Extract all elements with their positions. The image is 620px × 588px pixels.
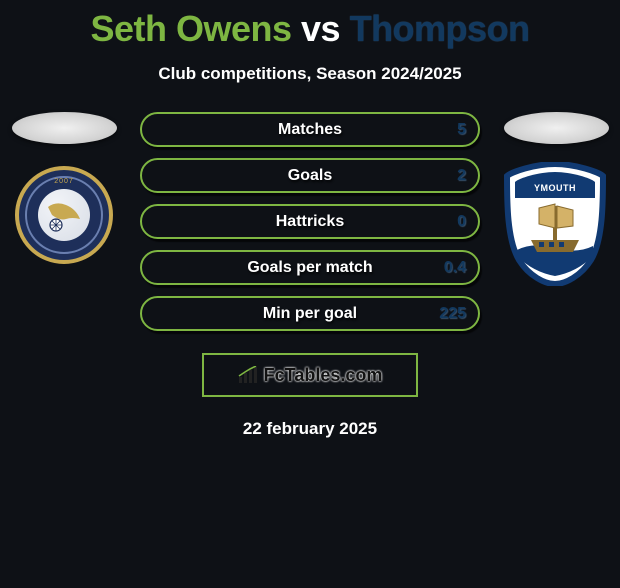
subtitle: Club competitions, Season 2024/2025 bbox=[0, 64, 620, 84]
fctables-logo-box[interactable]: FcTables.com bbox=[202, 353, 418, 397]
bar-chart-icon bbox=[238, 366, 258, 384]
stat-value-right: 0 bbox=[457, 213, 466, 231]
stat-label: Min per goal bbox=[263, 305, 357, 323]
logo-text: FcTables.com bbox=[264, 365, 383, 386]
stat-value-right: 5 bbox=[457, 121, 466, 139]
stat-row-goals: Goals 2 bbox=[140, 158, 480, 193]
stat-row-mpg: Min per goal 225 bbox=[140, 296, 480, 331]
vs-text: vs bbox=[301, 8, 340, 49]
snapshot-date: 22 february 2025 bbox=[0, 419, 620, 439]
stat-row-gpm: Goals per match 0.4 bbox=[140, 250, 480, 285]
svg-text:YMOUTH: YMOUTH bbox=[534, 183, 576, 193]
player1-name: Seth Owens bbox=[90, 8, 291, 49]
left-column: 2007 bbox=[4, 112, 124, 331]
crest-year: 2007 bbox=[54, 178, 74, 185]
stat-label: Matches bbox=[278, 121, 342, 139]
shield-icon: YMOUTH bbox=[503, 162, 607, 286]
stat-label: Hattricks bbox=[276, 213, 344, 231]
player2-avatar-oval bbox=[504, 112, 609, 144]
stat-label: Goals per match bbox=[247, 259, 372, 277]
right-column: YMOUTH bbox=[496, 112, 616, 331]
crest-inner bbox=[38, 189, 90, 241]
stat-value-right: 0.4 bbox=[444, 259, 466, 277]
player2-club-crest: YMOUTH bbox=[503, 162, 607, 286]
stat-row-matches: Matches 5 bbox=[140, 112, 480, 147]
stats-column: Matches 5 Goals 2 Hattricks 0 Goals per … bbox=[140, 112, 480, 331]
stat-value-right: 225 bbox=[439, 305, 466, 323]
body-row: 2007 Matches 5 Goals 2 Hattr bbox=[0, 112, 620, 331]
comparison-title: Seth Owens vs Thompson bbox=[0, 8, 620, 50]
player1-avatar-oval bbox=[12, 112, 117, 144]
stat-label: Goals bbox=[288, 167, 332, 185]
stat-value-right: 2 bbox=[457, 167, 466, 185]
comparison-card: Seth Owens vs Thompson Club competitions… bbox=[0, 8, 620, 439]
player1-club-crest: 2007 bbox=[15, 166, 113, 264]
player2-name: Thompson bbox=[350, 8, 530, 49]
stat-row-hattricks: Hattricks 0 bbox=[140, 204, 480, 239]
bird-icon bbox=[42, 193, 86, 237]
